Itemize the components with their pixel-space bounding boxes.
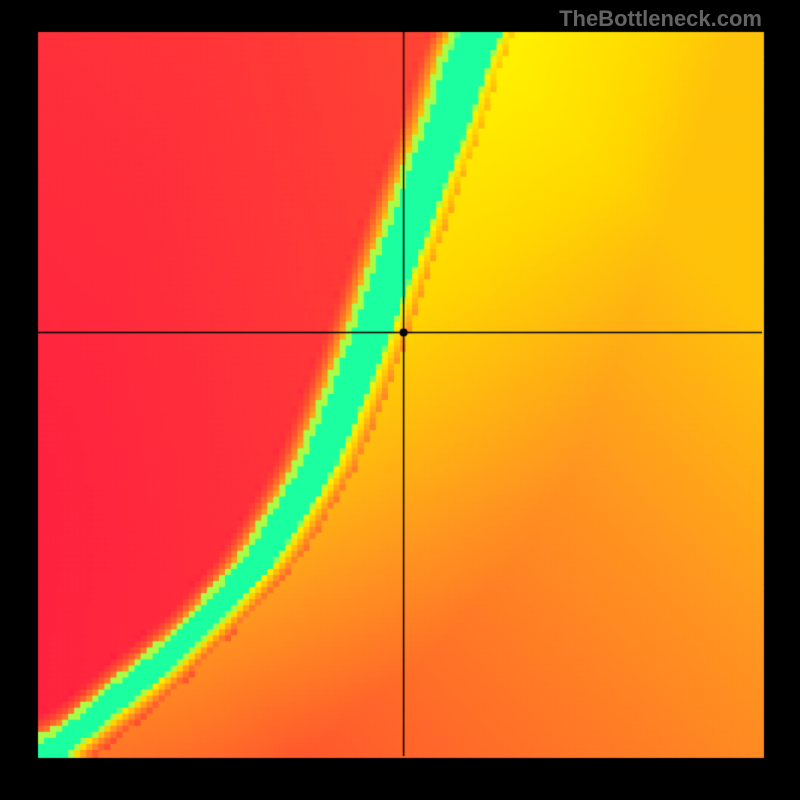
chart-container: TheBottleneck.com [0, 0, 800, 800]
bottleneck-heatmap [0, 0, 800, 800]
source-watermark: TheBottleneck.com [559, 6, 762, 32]
